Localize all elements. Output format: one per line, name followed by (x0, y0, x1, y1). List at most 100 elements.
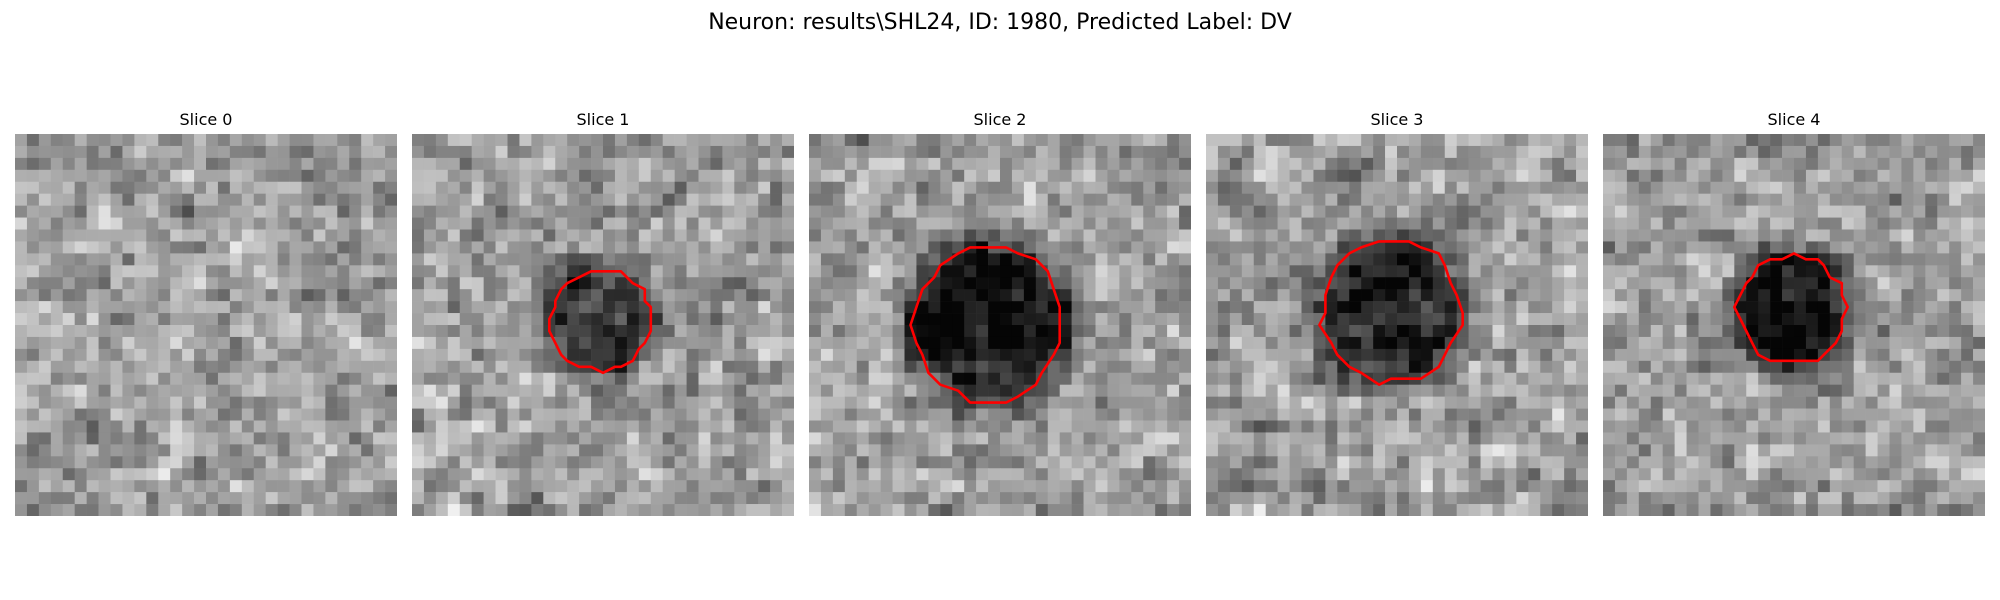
pixel (1830, 194, 1842, 206)
pixel (1072, 385, 1084, 397)
pixel (302, 170, 314, 182)
pixel (1024, 194, 1036, 206)
pixel (27, 146, 39, 158)
pixel (857, 170, 869, 182)
pixel (1901, 432, 1913, 444)
pixel (857, 194, 869, 206)
pixel (1409, 206, 1421, 218)
pixel (1385, 504, 1397, 516)
pixel (1290, 134, 1302, 146)
pixel (508, 432, 520, 444)
pixel (675, 313, 687, 325)
pixel (1516, 218, 1528, 230)
pixel (182, 468, 194, 480)
pixel (952, 349, 964, 361)
pixel (603, 337, 615, 349)
pixel (1699, 421, 1711, 433)
pixel (182, 325, 194, 337)
pixel (1603, 444, 1615, 456)
pixel (182, 289, 194, 301)
pixel (278, 313, 290, 325)
pixel (1603, 397, 1615, 409)
pixel (1901, 385, 1913, 397)
pixel (1349, 134, 1361, 146)
pixel (1890, 253, 1902, 265)
pixel (1806, 194, 1818, 206)
pixel (1687, 218, 1699, 230)
pixel (1036, 194, 1048, 206)
pixel (1060, 325, 1072, 337)
pixel (1337, 397, 1349, 409)
pixel (1481, 325, 1493, 337)
pixel (1782, 313, 1794, 325)
pixel (1096, 289, 1108, 301)
pixel (1866, 409, 1878, 421)
pixel (651, 504, 663, 516)
pixel (496, 182, 508, 194)
pixel (242, 206, 254, 218)
pixel (1794, 432, 1806, 444)
pixel (182, 194, 194, 206)
pixel (1782, 289, 1794, 301)
pixel (1096, 253, 1108, 265)
pixel (687, 385, 699, 397)
pixel (1528, 170, 1540, 182)
pixel (555, 265, 567, 277)
pixel (746, 468, 758, 480)
pixel (99, 385, 111, 397)
pixel (555, 504, 567, 516)
pixel (290, 170, 302, 182)
pixel (1528, 134, 1540, 146)
pixel (412, 397, 424, 409)
pixel (1361, 468, 1373, 480)
pixel (869, 277, 881, 289)
pixel (484, 397, 496, 409)
pixel (663, 432, 675, 444)
pixel (313, 432, 325, 444)
pixel (266, 182, 278, 194)
pixel (313, 349, 325, 361)
pixel (881, 480, 893, 492)
pixel (146, 158, 158, 170)
pixel (976, 146, 988, 158)
pixel (1349, 421, 1361, 433)
pixel (448, 337, 460, 349)
pixel (809, 349, 821, 361)
pixel (1722, 325, 1734, 337)
pixel (1179, 361, 1191, 373)
pixel (460, 456, 472, 468)
pixel (1421, 468, 1433, 480)
pixel (809, 146, 821, 158)
pixel (1048, 218, 1060, 230)
pixel (543, 158, 555, 170)
pixel (1096, 337, 1108, 349)
pixel (1373, 337, 1385, 349)
pixel (1302, 194, 1314, 206)
pixel (484, 230, 496, 242)
pixel (1361, 206, 1373, 218)
pixel (916, 373, 928, 385)
pixel (302, 373, 314, 385)
pixel (722, 158, 734, 170)
pixel (1481, 456, 1493, 468)
pixel (1540, 432, 1552, 444)
pixel (302, 253, 314, 265)
pixel (1961, 289, 1973, 301)
pixel (1890, 158, 1902, 170)
pixel (254, 421, 266, 433)
pixel (1710, 444, 1722, 456)
pixel (1925, 277, 1937, 289)
pixel (412, 480, 424, 492)
pixel (206, 456, 218, 468)
pixel (1710, 456, 1722, 468)
pixel (1639, 265, 1651, 277)
pixel (373, 456, 385, 468)
pixel (111, 480, 123, 492)
pixel (1325, 468, 1337, 480)
pixel (1409, 432, 1421, 444)
pixel (1266, 194, 1278, 206)
pixel (111, 444, 123, 456)
pixel (1878, 397, 1890, 409)
pixel (1155, 265, 1167, 277)
pixel (1361, 385, 1373, 397)
